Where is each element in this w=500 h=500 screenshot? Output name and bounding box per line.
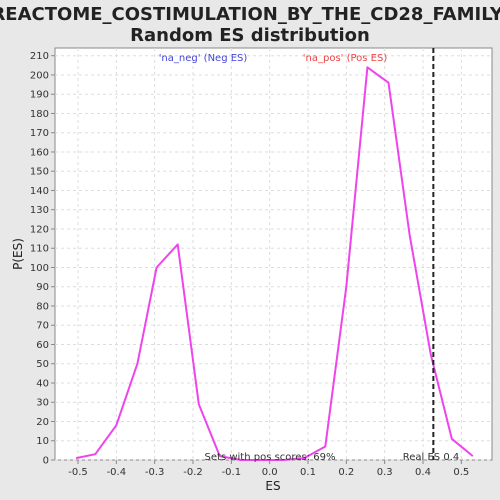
x-axis-label: ES [265,479,280,493]
y-tick-label: 50 [36,359,49,370]
y-tick-label: 170 [30,128,49,139]
x-tick-label: -0.5 [68,467,88,478]
y-tick-label: 200 [30,70,49,81]
x-tick-label: -0.2 [183,467,203,478]
x-tick-label: 0.2 [338,467,354,478]
es-distribution-line [75,66,474,461]
real-es-label: Real ES 0.4 [403,452,459,463]
grid-lines [55,48,492,461]
x-tick-label: 0.4 [415,467,431,478]
x-tick-label: -0.3 [145,467,165,478]
y-tick-label: 40 [36,378,49,389]
x-tick-label: 0.1 [300,467,316,478]
y-tick-label: 190 [30,90,49,101]
series-layer [75,66,474,461]
plot-area [54,47,493,461]
x-tick-label: -0.4 [107,467,127,478]
y-tick-label: 30 [36,398,49,409]
y-tick-label: 60 [36,340,49,351]
x-tick-label: 0.5 [453,467,469,478]
y-tick-label: 20 [36,417,49,428]
y-tick-label: 130 [30,205,49,216]
y-tick-label: 210 [30,51,49,62]
y-tick-label: 80 [36,301,49,312]
chart-title-line-1: REACTOME_COSTIMULATION_BY_THE_CD28_FAMIL… [0,4,500,25]
neg-es-label: 'na_neg' (Neg ES) [159,53,248,64]
y-axis-label: P(ES) [11,238,25,270]
y-tick-label: 0 [43,456,49,467]
pos-scores-annotation: Sets with pos scores: 69% [205,452,336,463]
x-tick-label: 0.3 [377,467,393,478]
axis-ticks: 0 10 20 30 40 50 60 70 80 90 100 110 120 130 140 150 160… [30,51,469,478]
y-tick-label: 100 [30,263,49,274]
x-tick-label: 0.0 [262,467,278,478]
x-tick-label: -0.1 [222,467,242,478]
y-tick-label: 110 [30,244,49,255]
y-tick-label: 140 [30,186,49,197]
y-tick-label: 160 [30,147,49,158]
y-tick-label: 90 [36,282,49,293]
y-tick-label: 180 [30,109,49,120]
y-tick-label: 10 [36,436,49,447]
pos-es-label: 'na_pos' (Pos ES) [303,53,388,64]
y-tick-label: 150 [30,167,49,178]
chart-title-line-2: Random ES distribution [130,25,370,46]
y-tick-label: 120 [30,224,49,235]
y-tick-label: 70 [36,321,49,332]
